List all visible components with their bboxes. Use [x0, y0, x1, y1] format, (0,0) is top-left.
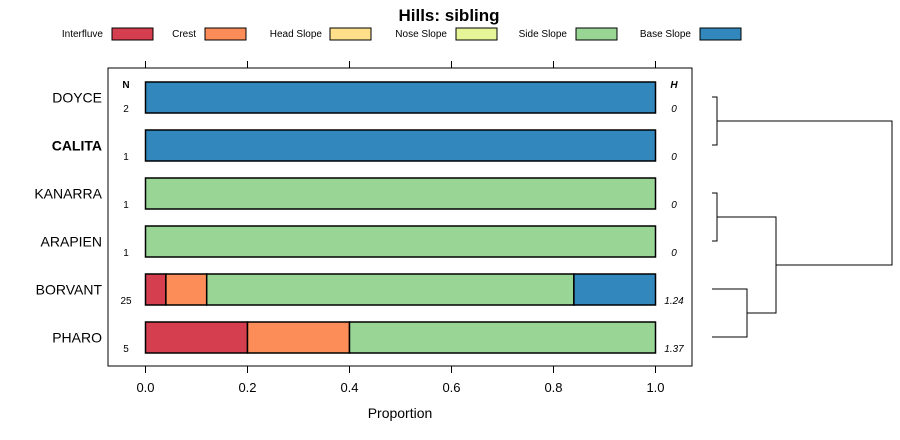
- row-calita: CALITA 1 0: [52, 129, 677, 163]
- x-axis-title: Proportion: [368, 405, 433, 421]
- x-tick-label: 1.0: [646, 380, 664, 395]
- row-arapien: ARAPIEN 1 0: [41, 225, 677, 259]
- row-label: PHARO: [52, 330, 102, 346]
- legend-swatch-base-slope: [699, 27, 742, 41]
- legend-label-crest: Crest: [172, 29, 196, 40]
- bar-segment-base-slope: [144, 129, 657, 162]
- x-axis: 0.0 0.2 0.4 0.6 0.8 1.0: [136, 61, 665, 395]
- legend-label-interfluve: Interfluve: [62, 29, 104, 40]
- row-n-value: 1: [123, 200, 129, 211]
- legend: Interfluve Crest Head Slope Nose Slope Side …: [62, 27, 742, 41]
- row-h-value: 0: [671, 200, 677, 211]
- row-h-value: 0: [671, 104, 677, 115]
- legend-swatch-interfluve: [111, 27, 154, 41]
- dendrogram-branch: [717, 120, 893, 266]
- chart-title: Hills: sibling: [398, 6, 499, 25]
- row-label: ARAPIEN: [41, 234, 102, 250]
- legend-label-side-slope: Side Slope: [519, 29, 568, 40]
- row-pharo: PHARO 5 1.37: [52, 321, 684, 355]
- bar-segment-side-slope: [144, 177, 657, 210]
- bar-segment-side-slope: [205, 273, 575, 306]
- row-n-value: 5: [123, 344, 129, 355]
- legend-swatch-crest: [204, 27, 247, 41]
- row-label: DOYCE: [52, 90, 102, 106]
- row-n-value: 1: [123, 152, 129, 163]
- legend-swatch-side-slope: [575, 27, 618, 41]
- row-h-value: 1.37: [664, 344, 684, 355]
- row-label: CALITA: [52, 138, 102, 154]
- x-tick-label: 0.6: [442, 380, 460, 395]
- row-borvant: BORVANT 25 1.24: [36, 273, 684, 307]
- legend-swatch-nose-slope: [455, 27, 498, 41]
- row-label: KANARRA: [34, 186, 102, 202]
- n-header: N: [122, 80, 129, 91]
- x-tick-label: 0.2: [238, 380, 256, 395]
- dendrogram-branch: [712, 96, 718, 146]
- legend-label-base-slope: Base Slope: [640, 29, 692, 40]
- plot-frame: [107, 67, 693, 367]
- x-tick-label: 0.8: [544, 380, 562, 395]
- row-h-value: 0: [671, 152, 677, 163]
- row-n-value: 2: [123, 104, 129, 115]
- bar-segment-side-slope: [348, 321, 657, 354]
- row-kanarra: KANARRA 1 0: [34, 177, 677, 211]
- row-n-value: 25: [120, 296, 132, 307]
- bar-segment-crest: [165, 273, 208, 306]
- bar-segment-side-slope: [144, 225, 657, 258]
- dendrogram: [712, 96, 893, 338]
- bar-segment-interfluve: [144, 273, 167, 306]
- row-label: BORVANT: [36, 282, 103, 298]
- row-h-value: 1.24: [664, 296, 684, 307]
- x-tick-label: 0.4: [340, 380, 358, 395]
- row-h-value: 0: [671, 248, 677, 259]
- legend-label-head-slope: Head Slope: [270, 29, 323, 40]
- bar-segment-base-slope: [144, 81, 657, 114]
- x-tick-label: 0.0: [136, 380, 154, 395]
- row-doyce: DOYCE 2 0: [52, 81, 677, 115]
- h-header: H: [670, 80, 678, 91]
- legend-label-nose-slope: Nose Slope: [395, 29, 447, 40]
- dendrogram-branch: [717, 216, 777, 314]
- dendrogram-branch: [712, 288, 748, 338]
- row-n-value: 1: [123, 248, 129, 259]
- dendrogram-branch: [712, 192, 718, 242]
- bar-rows: DOYCE 2 0 CALITA 1 0 KANARRA 1 0 ARAPIEN 1 0 BORVANT…: [34, 81, 684, 355]
- bar-segment-interfluve: [144, 321, 249, 354]
- bar-segment-crest: [246, 321, 351, 354]
- bar-segment-base-slope: [573, 273, 657, 306]
- legend-swatch-head-slope: [329, 27, 372, 41]
